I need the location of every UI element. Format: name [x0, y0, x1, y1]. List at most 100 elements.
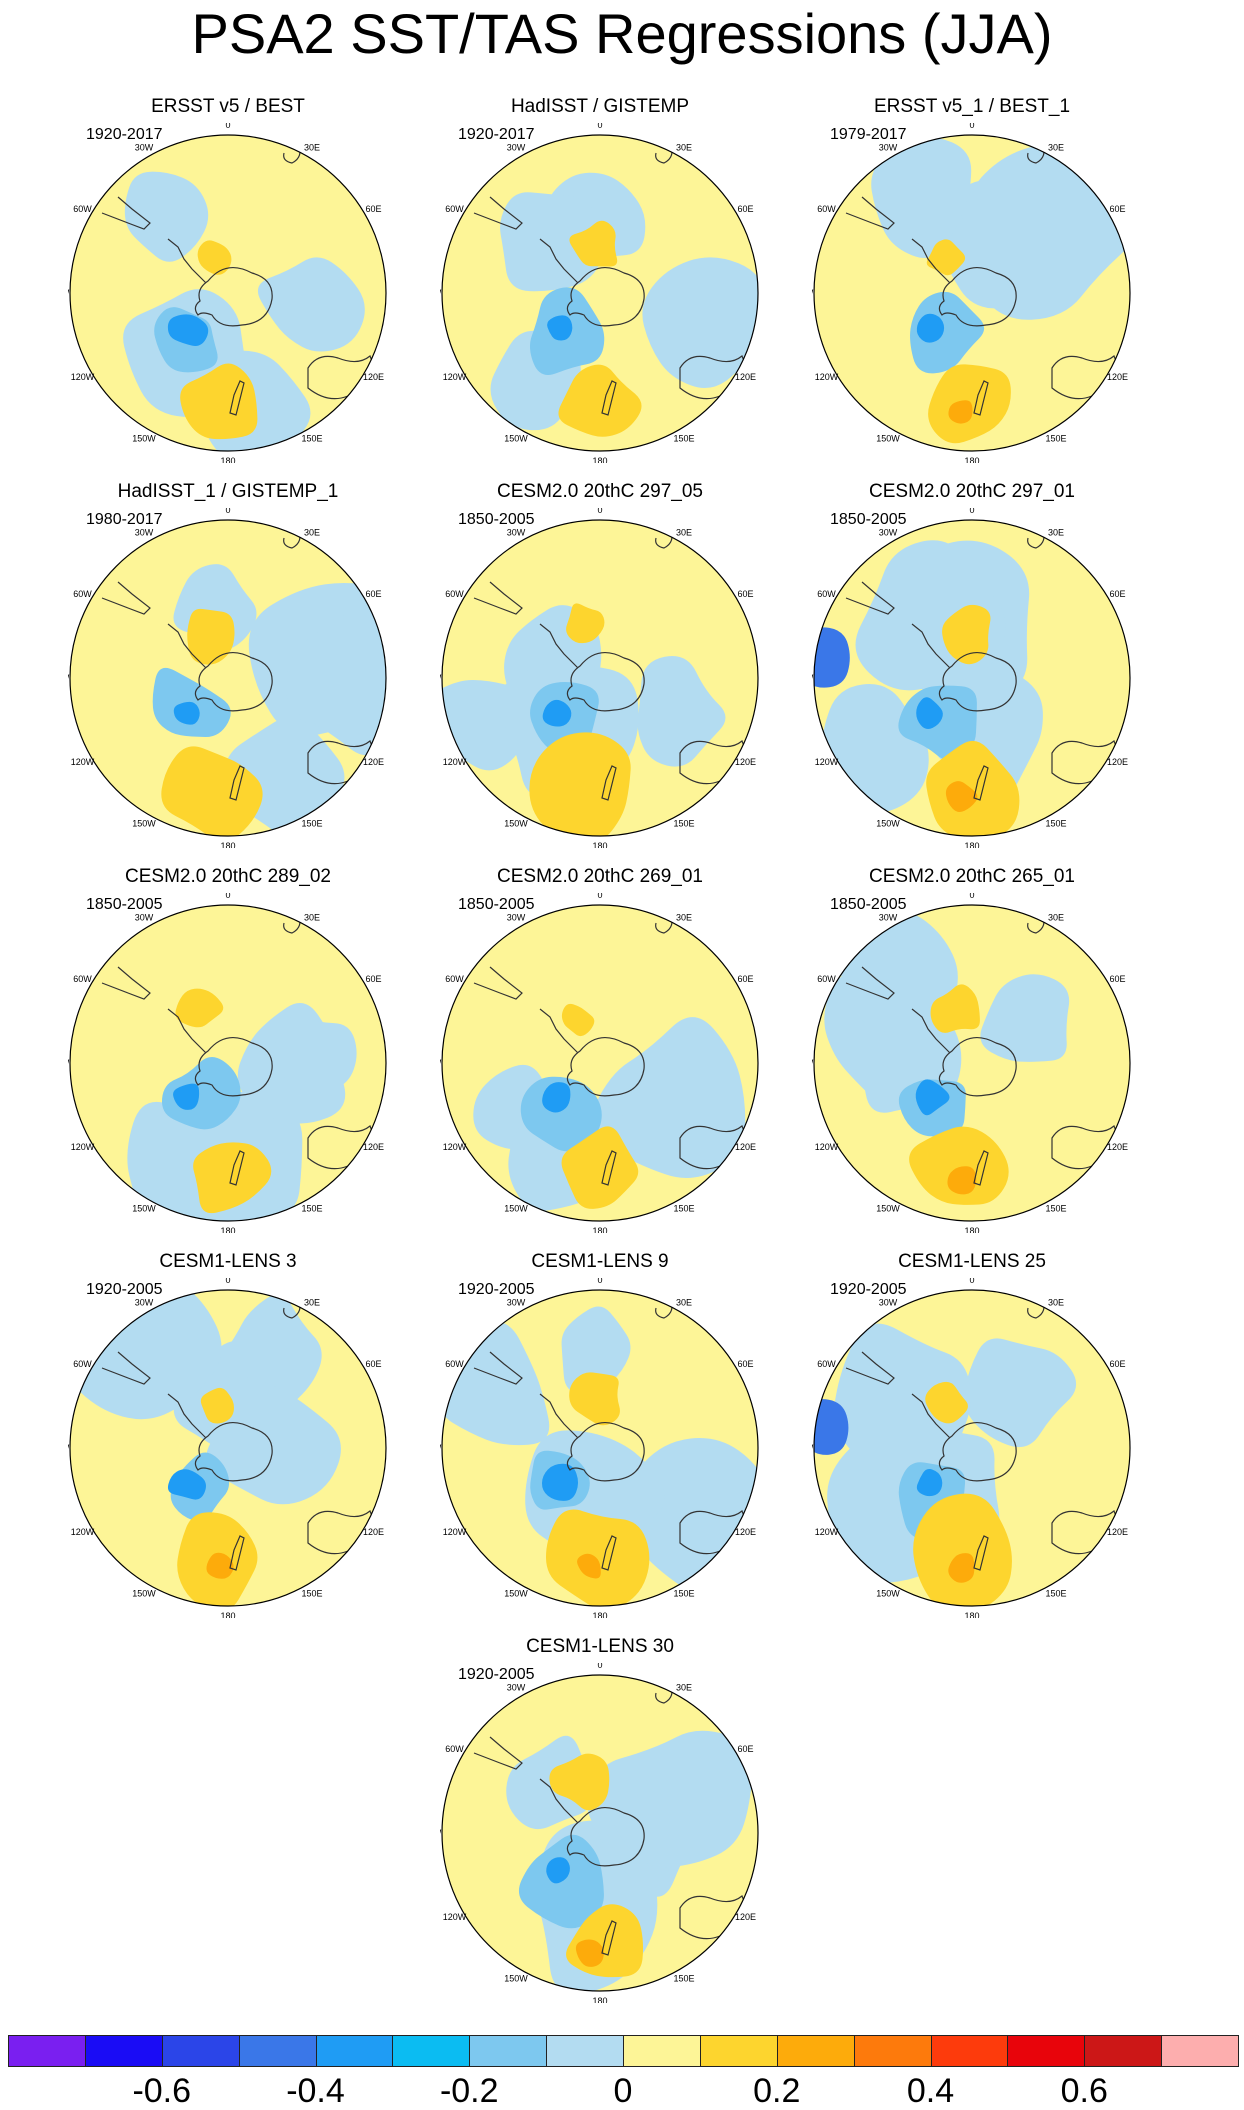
coastlines [101, 912, 379, 1186]
negative-anomaly-core [173, 1083, 200, 1110]
longitude-label: 30E [304, 1298, 320, 1308]
panel-title: ERSST v5 / BEST [151, 96, 305, 117]
longitude-label: 90W [440, 1828, 442, 1838]
longitude-label: 60E [365, 589, 381, 599]
longitude-label: 60E [737, 589, 753, 599]
panel-period: 1850-2005 [830, 896, 907, 913]
colorbar [8, 2035, 1239, 2067]
negative-anomaly-core [916, 1469, 943, 1497]
colorbar-tick-label: -0.6 [132, 2072, 192, 2110]
map-panel: CESM2.0 20thC 297_051850-2005030E60E90E1… [420, 480, 780, 850]
longitude-label: 180 [220, 841, 235, 848]
negative-anomaly-region [206, 1377, 341, 1505]
positive-anomaly-region [200, 1387, 234, 1424]
longitude-label: 180 [220, 1226, 235, 1233]
negative-anomaly-region [834, 1323, 972, 1488]
longitude-label: 150E [301, 1589, 322, 1599]
longitude-label: 60W [73, 1359, 92, 1369]
regression-field [70, 905, 386, 1221]
longitude-label: 150E [1045, 1589, 1066, 1599]
longitude-label: 90W [440, 1443, 442, 1453]
negative-anomaly-region [274, 1016, 357, 1093]
polar-stereographic-map: 030E60E90E120E150E180150W120W90W60W30W [68, 123, 388, 463]
longitude-label: 60E [1109, 589, 1125, 599]
panel-title: CESM2.0 20thC 265_01 [869, 866, 1075, 887]
positive-anomaly-core [575, 1939, 604, 1967]
longitude-label: 120W [443, 1142, 467, 1152]
map-boundary [441, 519, 759, 837]
longitude-label: 60W [73, 589, 92, 599]
positive-anomaly-region [193, 1142, 272, 1214]
panel-period: 1920-2005 [458, 1666, 535, 1683]
polar-stereographic-map: 030E60E90E120E150E180150W120W90W60W30W [812, 123, 1132, 463]
longitude-label: 180 [964, 841, 979, 848]
positive-anomaly-core [948, 400, 973, 424]
longitude-label: 30E [304, 143, 320, 153]
longitude-label: 0 [969, 123, 974, 130]
negative-anomaly-region [124, 171, 209, 262]
map-boundary [69, 904, 387, 1222]
regression-field [814, 1290, 1130, 1606]
positive-anomaly-region [180, 363, 258, 440]
negative-anomaly-core [547, 315, 573, 341]
longitude-label: 60E [1109, 974, 1125, 984]
polar-stereographic-map: 030E60E90E120E150E180150W120W90W60W30W [440, 123, 760, 463]
longitude-label: 120E [735, 1912, 756, 1922]
longitude-label: 150E [1045, 1204, 1066, 1214]
map-boundary [69, 1289, 387, 1607]
map-boundary [441, 1289, 759, 1607]
panel-period: 1850-2005 [830, 511, 907, 528]
longitude-label: 120W [71, 372, 95, 382]
longitude-label: 150W [504, 1204, 528, 1214]
map-panel: HadISST_1 / GISTEMP_11980-2017030E60E90E… [48, 480, 408, 850]
negative-anomaly-core [167, 314, 209, 346]
map-boundary [441, 904, 759, 1222]
longitude-label: 30W [135, 1298, 154, 1308]
longitude-label: 90W [68, 288, 70, 298]
longitude-label: 120W [443, 757, 467, 767]
longitude-label: 150E [301, 1204, 322, 1214]
panel-period: 1920-2005 [830, 1281, 907, 1298]
coastlines [473, 142, 751, 416]
longitude-label: 60W [73, 204, 92, 214]
positive-anomaly-core [206, 1552, 234, 1579]
map-boundary [813, 519, 1131, 837]
colorbar-swatch [238, 2035, 317, 2067]
colorbar-tick-label: 0.6 [1060, 2072, 1108, 2110]
colorbar-swatch [546, 2035, 624, 2067]
panel-title: CESM1-LENS 30 [526, 1636, 674, 1657]
negative-anomaly-core [542, 699, 572, 727]
longitude-label: 120E [735, 757, 756, 767]
positive-anomaly-core [577, 1553, 601, 1579]
longitude-label: 120W [443, 1912, 467, 1922]
longitude-label: 150E [301, 819, 322, 829]
longitude-label: 60W [817, 1359, 836, 1369]
colorbar-swatch [930, 2035, 1009, 2067]
panel-title: CESM1-LENS 3 [159, 1251, 297, 1272]
negative-anomaly-region [980, 974, 1070, 1062]
map-boundary [441, 134, 759, 452]
longitude-label: 0 [597, 508, 602, 515]
longitude-label: 0 [597, 893, 602, 900]
longitude-label: 60W [817, 974, 836, 984]
panel-title: CESM2.0 20thC 297_01 [869, 481, 1075, 502]
positive-anomaly-region [549, 1753, 610, 1811]
longitude-label: 120E [363, 1142, 384, 1152]
longitude-label: 30E [304, 913, 320, 923]
panel-title: HadISST / GISTEMP [510, 96, 690, 117]
positive-anomaly-region [942, 604, 991, 665]
negative-anomaly-region [561, 1306, 631, 1394]
polar-stereographic-map: 030E60E90E120E150E180150W120W90W60W30W [68, 508, 388, 848]
positive-anomaly-region [161, 746, 263, 836]
longitude-label: 120E [1107, 1142, 1128, 1152]
longitude-label: 150E [301, 434, 322, 444]
longitude-label: 120W [443, 1527, 467, 1537]
panel-period: 1850-2005 [458, 511, 535, 528]
longitude-label: 0 [969, 893, 974, 900]
regression-field [442, 520, 758, 836]
longitude-label: 180 [592, 841, 607, 848]
negative-anomaly-region [964, 1338, 1077, 1448]
map-boundary [813, 904, 1131, 1222]
negative-anomaly-core [916, 313, 945, 343]
panel-period: 1979-2017 [830, 126, 907, 143]
